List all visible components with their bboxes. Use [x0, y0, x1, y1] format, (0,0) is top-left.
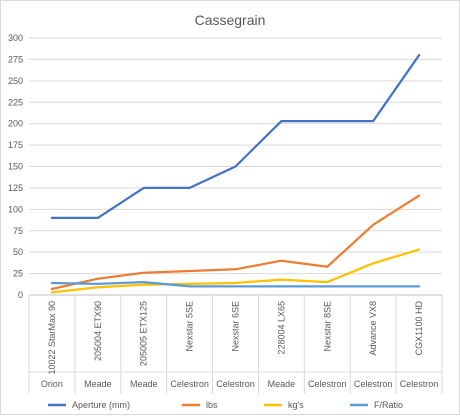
series-lines: [50, 53, 421, 294]
y-tick-label: 0: [18, 290, 23, 300]
x-group-label: Celestron: [170, 379, 209, 389]
legend-label: lbs: [206, 400, 218, 410]
series-line: [50, 53, 421, 220]
x-tick-label: 205004 ETX90: [93, 301, 103, 361]
x-group-label: Celestron: [308, 379, 347, 389]
y-tick-label: 125: [8, 183, 23, 193]
x-group-label: Orion: [41, 379, 63, 389]
x-group-label: Meade: [84, 379, 112, 389]
y-tick-label: 150: [8, 162, 23, 172]
x-group-label: Celestron: [354, 379, 393, 389]
series-line: [50, 280, 421, 288]
series-line: [50, 194, 421, 291]
y-tick-label: 25: [13, 269, 23, 279]
y-tick-label: 300: [8, 33, 23, 43]
legend-label: kg's: [288, 400, 304, 410]
x-tick-label: Advance VX8: [368, 301, 378, 356]
x-axis: 10022 StarMax 90 Orion 205004 ETX90 Meade 20…: [28, 295, 443, 394]
y-tick-label: 100: [8, 204, 23, 214]
x-group-label: Celestron: [400, 379, 439, 389]
legend-label: Aperture (mm): [72, 400, 130, 410]
x-group-label: Meade: [130, 379, 158, 389]
chart-title: Cassegrain: [195, 12, 266, 28]
y-tick-label: 75: [13, 226, 23, 236]
y-tick-label: 200: [8, 119, 23, 129]
y-axis: 0 25 50 75 100 125 150 175 200 225 250 275 300: [8, 33, 23, 300]
x-tick-label: 205005 ETX125: [139, 301, 149, 366]
y-tick-label: 50: [13, 247, 23, 257]
x-tick-label: CGX1100 HD: [414, 301, 424, 356]
x-tick-label: Nexstar 6SE: [231, 301, 241, 352]
legend: Aperture (mm) lbs kg's F/Ratio: [48, 400, 403, 410]
y-tick-label: 250: [8, 76, 23, 86]
x-tick-label: Nexstar 5SE: [185, 301, 195, 352]
y-tick-label: 175: [8, 140, 23, 150]
grid-lines: [29, 37, 442, 296]
x-tick-label: 10022 StarMax 90: [47, 301, 57, 375]
x-tick-label: Nexstar 8SE: [322, 301, 332, 352]
x-group-label: Meade: [268, 379, 296, 389]
legend-label: F/Ratio: [374, 400, 403, 410]
y-tick-label: 225: [8, 97, 23, 107]
x-group-label: Celestron: [216, 379, 255, 389]
x-tick-label: 228004 LX65: [276, 301, 286, 355]
y-tick-label: 275: [8, 54, 23, 64]
series-line: [50, 248, 421, 294]
